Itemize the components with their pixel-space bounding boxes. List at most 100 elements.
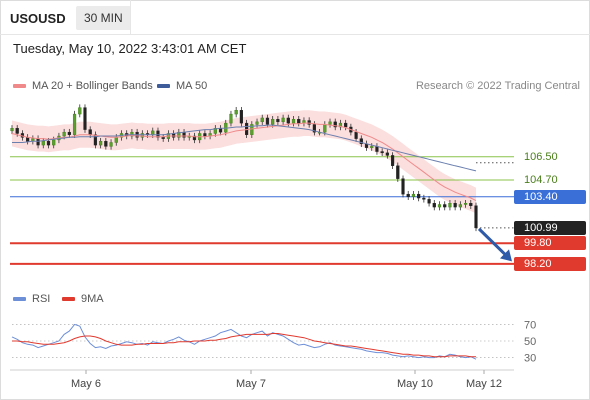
candle-body	[46, 141, 51, 146]
candle-body	[422, 197, 426, 200]
price-label-98.20: 98.20	[514, 256, 586, 271]
candle-body	[265, 117, 270, 125]
credit-text: Research © 2022 Trading Central	[415, 80, 580, 92]
candle-body	[307, 120, 311, 125]
rsi-line	[11, 323, 477, 360]
legend-9ma-swatch	[62, 297, 75, 301]
legend-ma50-label: MA 50	[176, 80, 208, 92]
candle-body	[370, 146, 374, 148]
candle-body	[99, 141, 103, 146]
legend-ma20: MA 20 + Bollinger Bands	[13, 80, 153, 92]
candle-body	[271, 119, 275, 125]
candle-body	[417, 193, 421, 199]
legend-9ma: 9MA	[62, 293, 104, 305]
candle-body	[130, 131, 134, 137]
candle-body	[114, 137, 118, 143]
candle-body	[469, 203, 473, 206]
candle-body	[67, 131, 71, 135]
candle-body	[411, 193, 416, 197]
candle-body	[62, 131, 66, 137]
legend-rsi-swatch	[13, 297, 26, 301]
candle-body	[323, 124, 327, 133]
candle-body	[286, 117, 290, 124]
candle-body	[151, 130, 155, 135]
legend-rsi-label: RSI	[32, 293, 51, 305]
candle-body	[359, 138, 363, 144]
candle-body	[229, 113, 233, 124]
candle-body	[15, 128, 19, 134]
candle-body	[239, 110, 243, 124]
ma50-line	[12, 124, 477, 172]
rsi-tick-label: 50	[524, 336, 536, 348]
candle-body	[192, 135, 197, 141]
candle-body	[427, 199, 431, 204]
candle-body	[453, 203, 457, 208]
candle-body	[245, 122, 249, 135]
candle-body	[390, 155, 395, 166]
candle-body	[224, 122, 228, 133]
candle-body	[88, 129, 92, 135]
candle-body	[177, 131, 181, 138]
candle-body	[344, 122, 348, 128]
candle-body	[406, 193, 410, 197]
rsi-tick-label: 70	[524, 319, 536, 331]
candle-body	[41, 141, 45, 146]
x-tick-label: May 12	[466, 378, 502, 390]
timestamp: Tuesday, May 10, 2022 3:43:01 AM CET	[13, 41, 247, 56]
candle-body	[72, 113, 77, 135]
ma20-line	[11, 122, 477, 202]
candle-body	[354, 131, 358, 139]
candle-body	[203, 133, 207, 137]
candle-body	[213, 128, 217, 134]
candle-body	[83, 107, 87, 130]
candle-body	[104, 141, 108, 147]
candle-body	[448, 203, 452, 208]
candle-body	[260, 117, 264, 123]
candle-body	[333, 121, 337, 128]
candle-body	[297, 119, 301, 124]
candle-body	[161, 137, 165, 139]
symbol-label: USOUSD	[10, 11, 66, 26]
legend-ma20-label: MA 20 + Bollinger Bands	[32, 80, 153, 92]
candle-body	[474, 205, 478, 229]
rsi-tick-label: 30	[524, 353, 536, 365]
candle-body	[328, 121, 332, 125]
x-tick-label: May 10	[397, 378, 433, 390]
candle-body	[437, 204, 442, 208]
candle-body	[36, 138, 40, 146]
header-divider	[130, 0, 131, 34]
price-label-103.40: 103.40	[514, 189, 586, 204]
forecast-arrow-head	[500, 249, 512, 262]
candle-body	[281, 117, 285, 123]
candle-body	[401, 178, 405, 195]
x-tick-label: May 7	[236, 378, 266, 390]
price-label-106.50: 106.50	[524, 150, 558, 163]
candle-body	[458, 204, 462, 208]
candle-body	[156, 130, 160, 138]
interval-button[interactable]: 30 MIN	[76, 6, 131, 30]
candle-body	[312, 124, 316, 133]
candle-body	[52, 139, 56, 146]
legend-9ma-label: 9MA	[81, 293, 104, 305]
candle-body	[10, 128, 14, 132]
candle-body	[291, 119, 296, 124]
candle-body	[463, 203, 468, 205]
rsi-ma9-line	[12, 333, 476, 358]
bollinger-band	[12, 110, 476, 214]
candle-body	[380, 151, 384, 154]
candle-body	[276, 119, 280, 123]
x-tick-label: May 6	[71, 378, 101, 390]
legend-ma50-swatch	[157, 84, 170, 88]
candle-body	[78, 107, 82, 115]
candle-body	[396, 165, 400, 179]
price-label-104.70: 104.70	[524, 173, 558, 186]
candle-body	[432, 203, 436, 208]
legend-ma20-swatch	[13, 84, 26, 88]
candle-body	[385, 152, 389, 156]
chart-header: USOUSD 30 MIN	[0, 0, 590, 35]
candle-body	[338, 122, 343, 128]
candle-body	[443, 204, 447, 208]
candle-body	[255, 121, 259, 125]
candle-body	[182, 131, 186, 138]
